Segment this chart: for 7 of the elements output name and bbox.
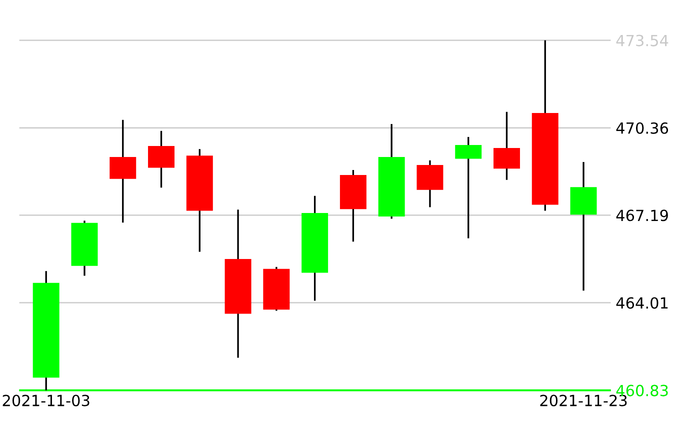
x-tick-label: 2021-11-23 [540,394,627,406]
y-tick-label: 460.83 [616,384,668,396]
x-tick-label: 2021-11-03 [2,394,90,406]
candlestick [455,136,482,240]
y-tick-label: 470.36 [616,122,668,134]
y-tick-label: 467.19 [616,210,668,222]
y-tick-label: 464.01 [616,297,668,309]
